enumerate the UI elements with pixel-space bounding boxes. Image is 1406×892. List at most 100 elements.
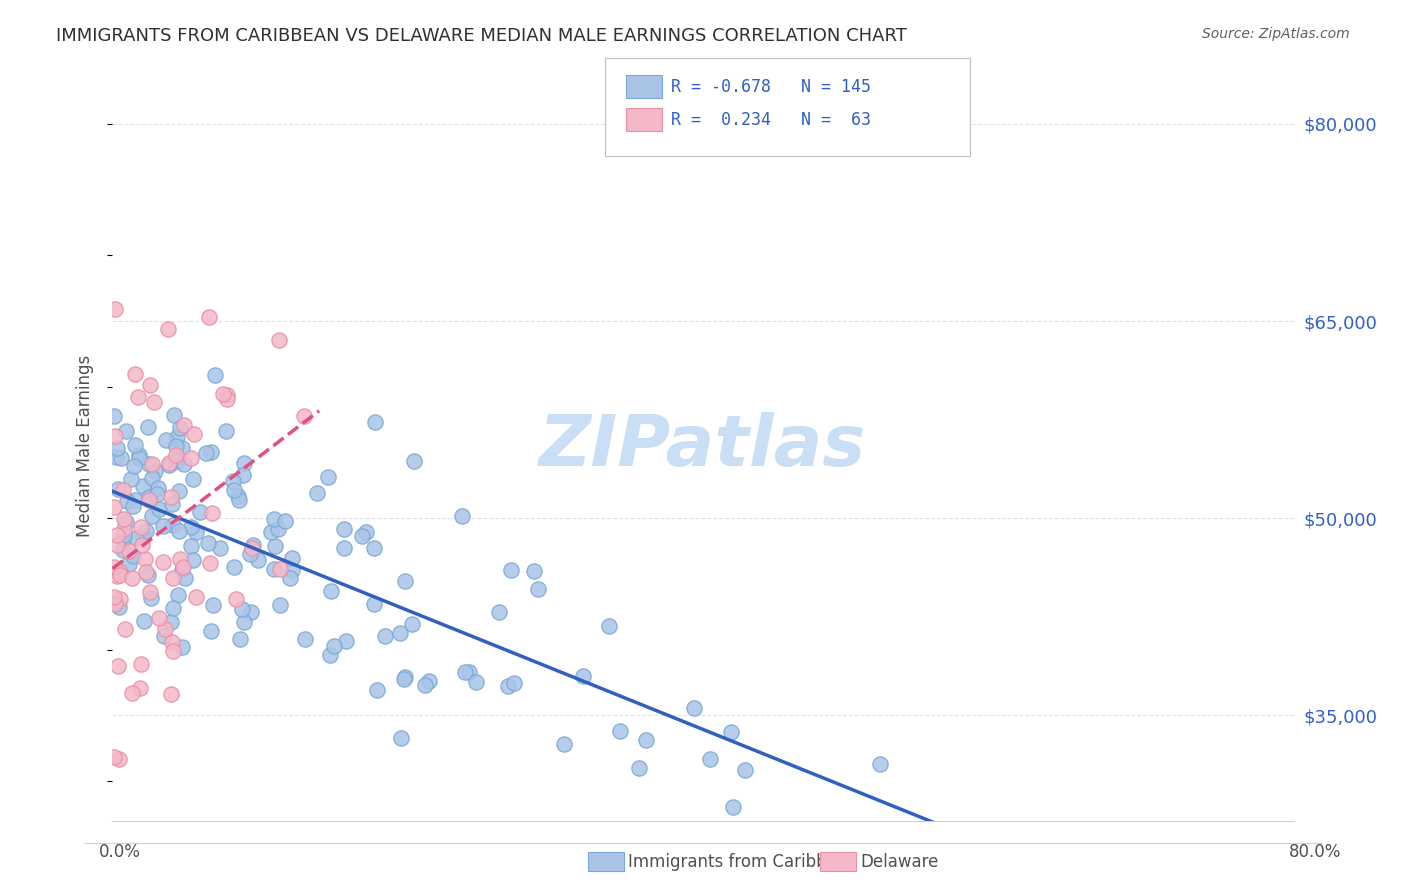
- Delaware: [103, 591, 125, 605]
- Immigrants from Caribbean: [136, 568, 159, 582]
- Immigrants from Caribbean: [316, 470, 339, 484]
- Immigrants from Caribbean: [721, 800, 744, 814]
- Immigrants from Caribbean: [388, 626, 411, 640]
- Immigrants from Caribbean: [162, 601, 184, 615]
- Delaware: [240, 541, 263, 555]
- Immigrants from Caribbean: [322, 640, 344, 654]
- Immigrants from Caribbean: [118, 558, 141, 572]
- Immigrants from Caribbean: [166, 430, 188, 444]
- Text: ZIPatlas: ZIPatlas: [540, 411, 866, 481]
- Immigrants from Caribbean: [319, 584, 342, 599]
- Delaware: [141, 457, 163, 471]
- Delaware: [104, 301, 127, 316]
- Immigrants from Caribbean: [319, 648, 342, 663]
- Delaware: [104, 428, 127, 442]
- Immigrants from Caribbean: [172, 561, 194, 575]
- Immigrants from Caribbean: [115, 424, 138, 438]
- Delaware: [159, 687, 181, 701]
- Delaware: [217, 392, 239, 406]
- Delaware: [211, 386, 233, 401]
- Delaware: [118, 544, 141, 558]
- Delaware: [105, 528, 128, 542]
- Delaware: [198, 556, 221, 570]
- Immigrants from Caribbean: [181, 553, 204, 567]
- Text: 0.0%: 0.0%: [98, 843, 141, 861]
- Immigrants from Caribbean: [105, 450, 128, 464]
- Delaware: [139, 584, 162, 599]
- Immigrants from Caribbean: [464, 675, 486, 690]
- Immigrants from Caribbean: [366, 683, 388, 698]
- Immigrants from Caribbean: [169, 524, 191, 538]
- Immigrants from Caribbean: [260, 524, 283, 539]
- Immigrants from Caribbean: [155, 433, 177, 447]
- Delaware: [267, 334, 290, 348]
- Immigrants from Caribbean: [174, 571, 197, 585]
- Immigrants from Caribbean: [148, 502, 170, 516]
- Immigrants from Caribbean: [107, 482, 129, 496]
- Delaware: [160, 635, 183, 649]
- Delaware: [108, 568, 131, 582]
- Y-axis label: Median Male Earnings: Median Male Earnings: [76, 355, 94, 537]
- Delaware: [129, 681, 152, 695]
- Immigrants from Caribbean: [363, 416, 385, 430]
- Immigrants from Caribbean: [231, 467, 253, 482]
- Immigrants from Caribbean: [280, 551, 302, 566]
- Immigrants from Caribbean: [115, 493, 138, 508]
- Immigrants from Caribbean: [269, 598, 291, 612]
- Immigrants from Caribbean: [240, 606, 263, 620]
- Immigrants from Caribbean: [166, 454, 188, 468]
- Immigrants from Caribbean: [124, 458, 146, 473]
- Delaware: [131, 657, 153, 671]
- Immigrants from Caribbean: [229, 632, 252, 646]
- Immigrants from Caribbean: [173, 457, 195, 471]
- Delaware: [142, 394, 165, 409]
- Immigrants from Caribbean: [197, 535, 219, 549]
- Immigrants from Caribbean: [157, 458, 180, 472]
- Immigrants from Caribbean: [169, 420, 191, 434]
- Immigrants from Caribbean: [188, 505, 211, 519]
- Delaware: [105, 569, 128, 583]
- Delaware: [148, 611, 170, 625]
- Delaware: [103, 749, 125, 764]
- Immigrants from Caribbean: [274, 514, 297, 528]
- Immigrants from Caribbean: [228, 492, 250, 507]
- Immigrants from Caribbean: [201, 598, 224, 612]
- Immigrants from Caribbean: [181, 472, 204, 486]
- Immigrants from Caribbean: [103, 409, 125, 423]
- Immigrants from Caribbean: [401, 616, 423, 631]
- Delaware: [162, 644, 184, 658]
- Immigrants from Caribbean: [281, 563, 304, 577]
- Immigrants from Caribbean: [107, 600, 129, 615]
- Immigrants from Caribbean: [153, 629, 176, 643]
- Immigrants from Caribbean: [141, 471, 163, 485]
- Delaware: [108, 591, 131, 606]
- Delaware: [157, 322, 180, 336]
- Immigrants from Caribbean: [112, 543, 135, 558]
- Immigrants from Caribbean: [389, 731, 412, 746]
- Delaware: [135, 565, 157, 579]
- Delaware: [183, 426, 205, 441]
- Text: R =  0.234   N =  63: R = 0.234 N = 63: [671, 111, 870, 128]
- Delaware: [157, 457, 180, 471]
- Delaware: [292, 409, 315, 424]
- Delaware: [165, 448, 187, 462]
- Immigrants from Caribbean: [394, 670, 416, 684]
- Delaware: [107, 564, 129, 578]
- Immigrants from Caribbean: [138, 457, 160, 471]
- Delaware: [111, 483, 134, 498]
- Delaware: [104, 597, 127, 611]
- Immigrants from Caribbean: [138, 420, 160, 434]
- Text: R = -0.678   N = 145: R = -0.678 N = 145: [671, 78, 870, 95]
- Immigrants from Caribbean: [131, 479, 153, 493]
- Immigrants from Caribbean: [394, 672, 416, 686]
- Delaware: [129, 520, 152, 534]
- Immigrants from Caribbean: [720, 724, 742, 739]
- Delaware: [139, 378, 162, 392]
- Immigrants from Caribbean: [454, 665, 477, 680]
- Text: Delaware: Delaware: [860, 853, 939, 871]
- Immigrants from Caribbean: [263, 562, 285, 576]
- Immigrants from Caribbean: [278, 571, 301, 585]
- Delaware: [124, 367, 146, 381]
- Delaware: [162, 570, 184, 584]
- Delaware: [153, 622, 176, 636]
